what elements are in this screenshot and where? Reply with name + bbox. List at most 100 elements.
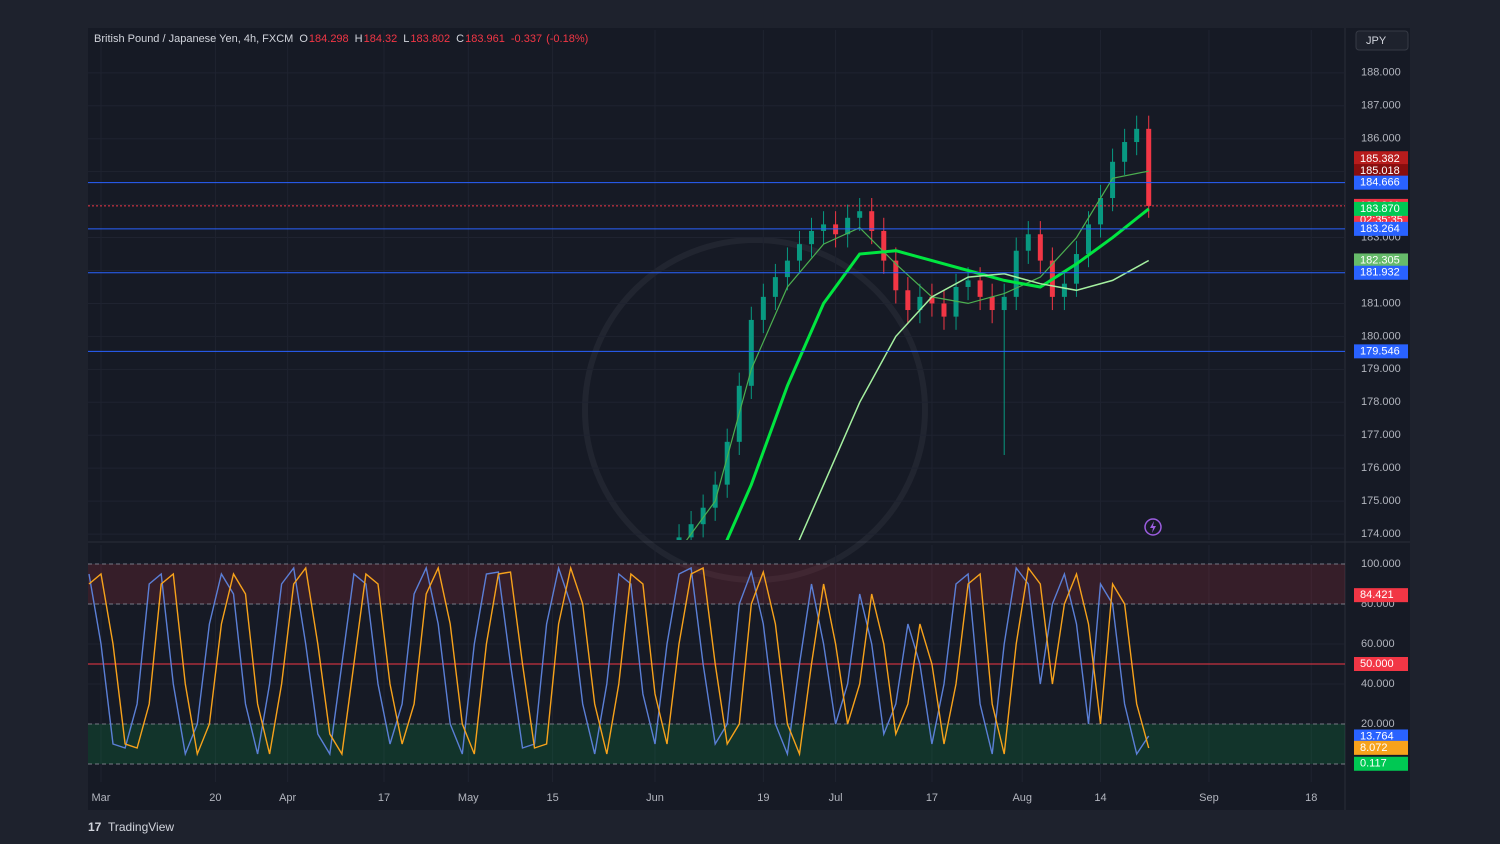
legend-item: -0.337 — [511, 33, 542, 45]
candle-body — [676, 537, 682, 540]
y-tick-label: 181.000 — [1361, 297, 1401, 309]
price-label: 185.382 — [1360, 153, 1400, 165]
candle-body — [1061, 283, 1067, 297]
candle-body — [1110, 161, 1116, 199]
price-label: 13.764 — [1360, 730, 1394, 742]
chart-panel — [88, 28, 1410, 810]
candle-body — [893, 260, 899, 291]
legend-item: 183.961 — [465, 33, 505, 45]
x-tick-label: 17 — [926, 792, 938, 804]
candle-body — [1025, 234, 1031, 251]
price-label-box — [1354, 201, 1408, 216]
price-label-box — [1354, 740, 1408, 755]
y-tick-label: 187.000 — [1361, 100, 1401, 112]
price-label-box — [1354, 253, 1408, 268]
y-tick-label: 174.000 — [1361, 528, 1401, 540]
candle-body — [941, 303, 947, 317]
price-label: 184.666 — [1360, 177, 1400, 189]
x-tick-label: Jul — [829, 792, 843, 804]
price-label-box — [1354, 221, 1408, 236]
legend-header: British Pound / Japanese Yen, 4h, FXCM O1… — [94, 33, 588, 45]
alert-icon-bolt — [1150, 521, 1156, 533]
x-tick-label: Mar — [92, 792, 111, 804]
price-label: 181.932 — [1360, 267, 1400, 279]
price-label: 182.305 — [1360, 254, 1400, 266]
candle-body — [869, 211, 875, 231]
x-tick-label: 18 — [1305, 792, 1317, 804]
oversold-band — [88, 724, 1345, 764]
overbought-band — [88, 564, 1345, 604]
candle-body — [809, 230, 815, 245]
candle-body — [989, 296, 995, 311]
candle-body — [1085, 224, 1091, 255]
price-label-box — [1354, 164, 1408, 179]
brand: TradingView — [108, 820, 174, 834]
candle-body — [821, 224, 827, 231]
y-tick-label: 20.000 — [1361, 718, 1395, 730]
legend-item: 184.32 — [364, 33, 398, 45]
candle-body — [748, 319, 754, 386]
x-tick-label: May — [458, 792, 479, 804]
axes: 174.000 175.000 176.000 177.000 178.000 179.0… — [92, 67, 1408, 804]
price-label-box — [1354, 152, 1408, 167]
price-label-box — [1354, 756, 1408, 771]
x-tick-label: 17 — [378, 792, 390, 804]
price-label-box — [1354, 729, 1408, 744]
y-tick-label: 177.000 — [1361, 429, 1401, 441]
y-tick-label: 175.000 — [1361, 495, 1401, 507]
x-tick-label: Aug — [1012, 792, 1032, 804]
candle-body — [700, 507, 706, 525]
candle-body — [1146, 128, 1152, 206]
candle-body — [905, 290, 911, 311]
candle-body — [688, 524, 694, 538]
y-tick-label: 179.000 — [1361, 363, 1401, 375]
candle-body — [1122, 142, 1128, 162]
y-tick-label: 40.000 — [1361, 678, 1395, 690]
candle-body — [712, 484, 718, 508]
legend-item: 184.298 — [309, 33, 349, 45]
legend-item: O — [299, 33, 308, 45]
currency-button[interactable] — [1355, 30, 1409, 51]
candle-body — [917, 296, 923, 311]
x-tick-label: 19 — [757, 792, 769, 804]
currency[interactable]: JPY — [1366, 35, 1387, 47]
moving-average — [798, 259, 1150, 540]
candle-body — [784, 260, 790, 278]
candle-body — [772, 277, 778, 297]
candle-body — [1037, 234, 1043, 261]
legend-item: (-0.18%) — [546, 33, 588, 45]
moving-average — [725, 207, 1150, 540]
price-label: 8.072 — [1360, 742, 1388, 754]
x-tick-label: Apr — [279, 792, 296, 804]
stoch-pane — [88, 545, 1345, 782]
y-tick-label: 60.000 — [1361, 638, 1395, 650]
brand-logo: 17 — [88, 820, 102, 834]
price-label-box — [1354, 588, 1408, 603]
y-tick-label: 100.000 — [1361, 558, 1401, 570]
x-tick-label: 20 — [209, 792, 221, 804]
candle-body — [881, 230, 887, 261]
candle-body — [857, 211, 863, 218]
x-tick-label: 15 — [546, 792, 558, 804]
candle-body — [760, 296, 766, 320]
legend-item: C — [456, 33, 464, 45]
price-label: 185.018 — [1360, 165, 1400, 177]
price-label: 84.421 — [1360, 589, 1394, 601]
y-tick-label: 188.000 — [1361, 67, 1401, 79]
x-tick-label: 14 — [1094, 792, 1106, 804]
candle-body — [845, 217, 851, 235]
candle-body — [929, 296, 935, 304]
candle-body — [1001, 296, 1007, 311]
price-label-box — [1354, 265, 1408, 280]
y-tick-label: 178.000 — [1361, 396, 1401, 408]
price-label: 183.264 — [1360, 223, 1400, 235]
candle-body — [724, 441, 730, 485]
price-label-box — [1354, 657, 1408, 671]
candle-body — [1098, 198, 1104, 225]
price-label: 0.117 — [1360, 758, 1387, 770]
candle-body — [1134, 128, 1140, 143]
alert-icon[interactable] — [1144, 518, 1162, 536]
legend-item: L — [403, 33, 409, 45]
